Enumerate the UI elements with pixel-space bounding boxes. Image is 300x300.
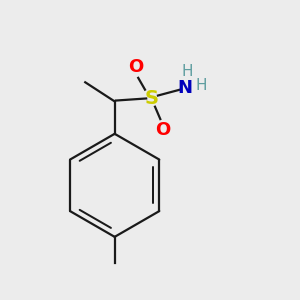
Text: S: S — [145, 89, 158, 108]
Text: N: N — [178, 79, 193, 97]
Text: O: O — [128, 58, 143, 76]
Text: H: H — [181, 64, 193, 79]
Text: H: H — [196, 78, 207, 93]
Text: O: O — [155, 121, 170, 139]
